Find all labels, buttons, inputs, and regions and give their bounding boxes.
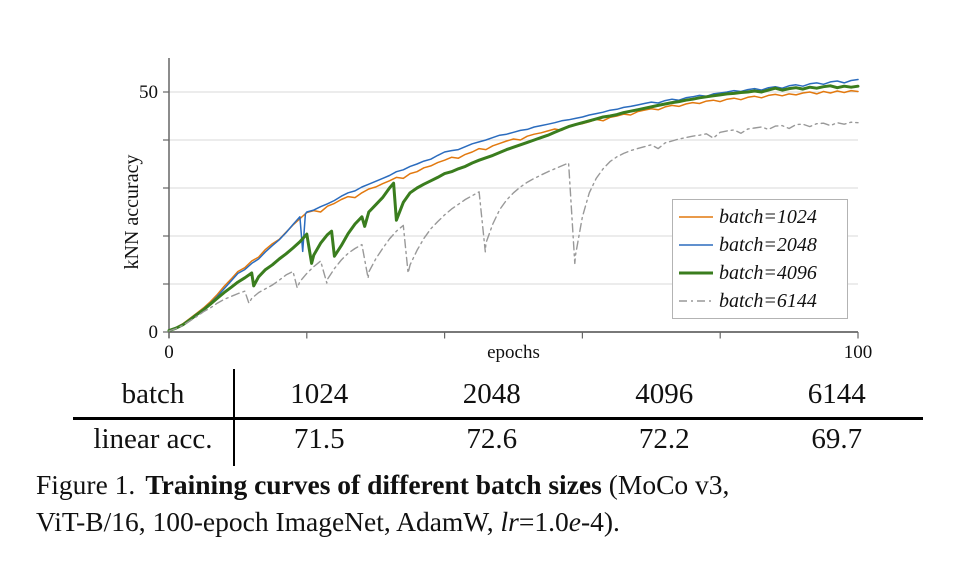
legend-item-batch-6144: batch=6144 <box>673 287 847 315</box>
table-header-value-6144: 6144 <box>807 377 866 410</box>
table-header-value-4096: 4096 <box>635 377 694 410</box>
legend: batch=1024 batch=2048 batch=4096 batch=6144 <box>672 199 848 319</box>
legend-line-sample-batch-6144 <box>679 300 713 302</box>
table-data-value-1024: 71.5 <box>293 422 345 455</box>
legend-line-sample-batch-1024 <box>679 216 713 218</box>
table-data-value-4096: 72.2 <box>638 422 690 455</box>
caption-lr-value: =1.0 <box>518 506 569 537</box>
caption-title: Training curves of different batch sizes <box>145 469 602 500</box>
table-header-label: batch <box>121 377 185 410</box>
table-header-value-1024: 1024 <box>290 377 349 410</box>
caption-figure-number: Figure 1. <box>36 469 136 500</box>
caption-e-italic: e <box>568 506 581 537</box>
table-header-row: batch 1024 2048 4096 6144 <box>73 371 923 417</box>
legend-item-batch-2048: batch=2048 <box>673 231 847 259</box>
x-axis-title: epochs <box>487 342 540 363</box>
legend-label-batch-2048: batch=2048 <box>719 233 817 256</box>
caption-detail-2: ViT-B/16, 100-epoch ImageNet, AdamW, <box>36 506 501 537</box>
y-axis-label: kNN accuracy <box>121 154 143 270</box>
y-tick-label-50: 50 <box>139 82 158 103</box>
series-line-batch-6144 <box>168 121 859 332</box>
figure-caption: Figure 1. Training curves of different ba… <box>36 466 956 540</box>
results-table: batch 1024 2048 4096 6144 linear acc. 71… <box>73 369 923 466</box>
legend-item-batch-1024: batch=1024 <box>673 203 847 231</box>
caption-detail-1: (MoCo v3, <box>601 469 730 500</box>
legend-line-sample-batch-2048 <box>679 244 713 246</box>
table-data-value-2048: 72.6 <box>466 422 518 455</box>
table-vertical-rule <box>233 369 235 466</box>
legend-label-batch-1024: batch=1024 <box>719 205 817 228</box>
caption-tail: -4). <box>580 506 620 537</box>
table-header-value-2048: 2048 <box>462 377 521 410</box>
table-data-row: linear acc. 71.5 72.6 72.2 69.7 <box>73 417 923 461</box>
legend-item-batch-4096: batch=4096 <box>673 259 847 287</box>
x-tick-label-100: 100 <box>844 342 873 363</box>
legend-line-sample-batch-4096 <box>679 271 713 275</box>
table-horizontal-rule <box>73 417 923 420</box>
plot-svg: 0 50 0 100 epochs <box>139 58 873 363</box>
table-data-value-6144: 69.7 <box>811 422 863 455</box>
legend-label-batch-6144: batch=6144 <box>719 289 817 312</box>
y-tick-label-0: 0 <box>149 322 159 343</box>
x-tick-label-0: 0 <box>164 342 174 363</box>
training-curves-chart: 0 50 0 100 epochs kNN accuracy batch=1024 bat… <box>121 58 873 363</box>
legend-label-batch-4096: batch=4096 <box>719 261 817 284</box>
caption-lr-italic: lr <box>500 506 519 537</box>
series-line-batch-4096 <box>167 84 860 333</box>
table-data-label: linear acc. <box>93 422 213 455</box>
